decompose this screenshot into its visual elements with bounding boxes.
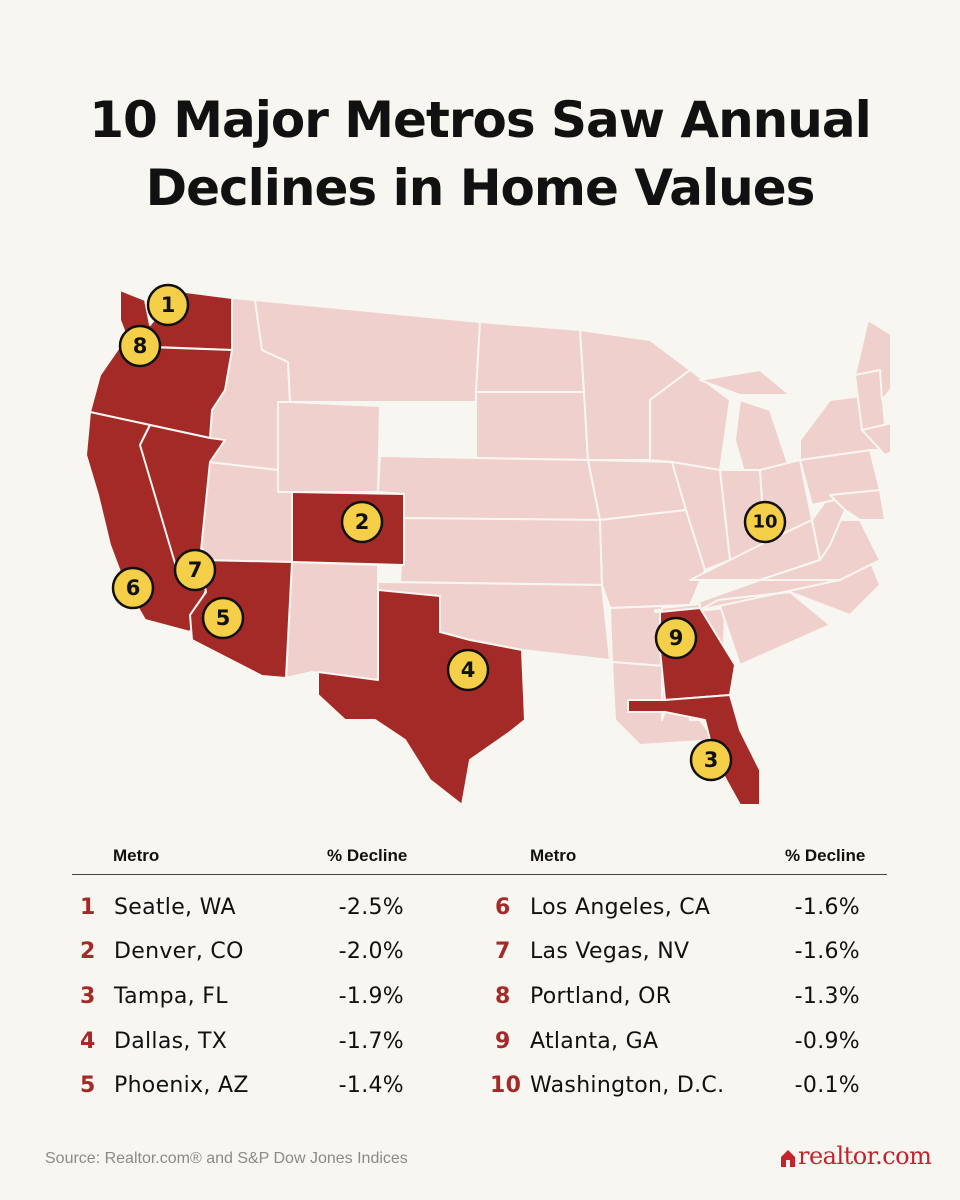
title-line-1: 10 Major Metros Saw Annual: [89, 91, 872, 149]
state-OR: [89, 345, 233, 439]
marker-4: 4: [446, 648, 490, 692]
marker-2: 2: [340, 500, 384, 544]
table-row: 2 Denver, CO -2.0%: [80, 937, 410, 967]
marker-7-label: 7: [188, 558, 203, 582]
us-map: 1 8 2 7 6 5 4 9: [85, 283, 890, 806]
row-rank: 8: [495, 984, 511, 1009]
marker-5: 5: [201, 596, 245, 640]
page-title: 10 Major Metros Saw Annual Declines in H…: [0, 86, 960, 222]
table-row: 4 Dallas, TX -1.7%: [80, 1027, 410, 1057]
house-icon: [781, 1150, 795, 1167]
state-NJ-DE-MD: [829, 489, 886, 521]
marker-3-label: 3: [704, 748, 719, 772]
table-row: 1 Seatle, WA -2.5%: [80, 893, 410, 923]
state-IL: [671, 461, 731, 571]
state-UT: [199, 461, 293, 563]
marker-4-label: 4: [461, 658, 476, 682]
marker-7: 7: [173, 548, 217, 592]
row-metro: Denver, CO: [114, 939, 244, 964]
state-ND: [475, 321, 585, 393]
row-decline: -0.9%: [794, 1029, 860, 1054]
table-row: 8 Portland, OR -1.3%: [490, 982, 870, 1012]
table-divider: [72, 874, 887, 875]
row-decline: -1.3%: [794, 984, 860, 1009]
row-metro: Washington, D.C.: [530, 1073, 725, 1098]
row-rank: 1: [80, 895, 96, 920]
marker-8-label: 8: [133, 334, 148, 358]
row-decline: -2.0%: [338, 939, 404, 964]
state-NV: [139, 424, 226, 581]
realtor-logo: realtor.com: [780, 1142, 932, 1172]
row-metro: Portland, OR: [530, 984, 672, 1009]
row-metro: Dallas, TX: [114, 1029, 228, 1054]
state-FL: [627, 694, 761, 806]
state-KS: [399, 517, 603, 586]
row-decline: -1.4%: [338, 1073, 404, 1098]
state-MO: [599, 509, 706, 609]
row-decline: -1.7%: [338, 1029, 404, 1054]
row-decline: -2.5%: [338, 895, 404, 920]
source-note: Source: Realtor.com® and S&P Dow Jones I…: [45, 1150, 408, 1167]
base-states: [199, 297, 890, 746]
row-decline: -1.9%: [338, 984, 404, 1009]
table-header-metro-left: Metro: [113, 846, 160, 865]
logo-text: realtor.com: [798, 1142, 932, 1170]
row-rank: 4: [80, 1029, 96, 1054]
row-decline: -0.1%: [794, 1073, 860, 1098]
marker-5-label: 5: [216, 606, 231, 630]
markers: 1 8 2 7 6 5 4 9: [111, 283, 787, 782]
marker-1-label: 1: [161, 293, 176, 317]
table-row: 6 Los Angeles, CA -1.6%: [490, 893, 870, 923]
row-metro: Las Vegas, NV: [530, 939, 690, 964]
row-metro: Atlanta, GA: [530, 1029, 659, 1054]
table-header-decline-left: % Decline: [327, 846, 408, 865]
title-line-2: Declines in Home Values: [145, 159, 816, 217]
state-NM: [285, 561, 379, 681]
table-row: 3 Tampa, FL -1.9%: [80, 982, 410, 1012]
row-metro: Seatle, WA: [114, 895, 236, 920]
marker-6: 6: [111, 566, 155, 610]
row-rank: 6: [495, 895, 511, 920]
marker-3: 3: [689, 738, 733, 782]
table-row: 10 Washington, D.C. -0.1%: [490, 1071, 870, 1101]
state-NE: [377, 455, 601, 521]
row-rank: 10: [490, 1073, 522, 1098]
row-metro: Tampa, FL: [114, 984, 228, 1009]
state-MA-CT-RI: [861, 422, 890, 456]
table-header-decline-right: % Decline: [785, 846, 866, 865]
row-decline: -1.6%: [794, 939, 860, 964]
row-rank: 3: [80, 984, 96, 1009]
marker-6-label: 6: [126, 576, 141, 600]
table-row: 9 Atlanta, GA -0.9%: [490, 1027, 870, 1057]
row-rank: 5: [80, 1073, 96, 1098]
row-rank: 2: [80, 939, 96, 964]
marker-1: 1: [146, 283, 190, 327]
marker-8: 8: [118, 324, 162, 368]
marker-2-label: 2: [355, 510, 370, 534]
table-row: 7 Las Vegas, NV -1.6%: [490, 937, 870, 967]
state-MT: [254, 299, 481, 403]
table-row: 5 Phoenix, AZ -1.4%: [80, 1071, 410, 1101]
marker-10-label: 10: [752, 512, 777, 533]
marker-10: 10: [743, 500, 787, 544]
row-decline: -1.6%: [794, 895, 860, 920]
row-rank: 7: [495, 939, 511, 964]
row-metro: Phoenix, AZ: [114, 1073, 249, 1098]
marker-9-label: 9: [669, 626, 684, 650]
row-rank: 9: [495, 1029, 511, 1054]
state-SD: [475, 391, 589, 461]
row-metro: Los Angeles, CA: [530, 895, 711, 920]
state-ME: [854, 319, 890, 401]
state-WY: [277, 401, 381, 493]
marker-9: 9: [654, 616, 698, 660]
table-header-metro-right: Metro: [530, 846, 577, 865]
state-TX: [317, 589, 526, 806]
